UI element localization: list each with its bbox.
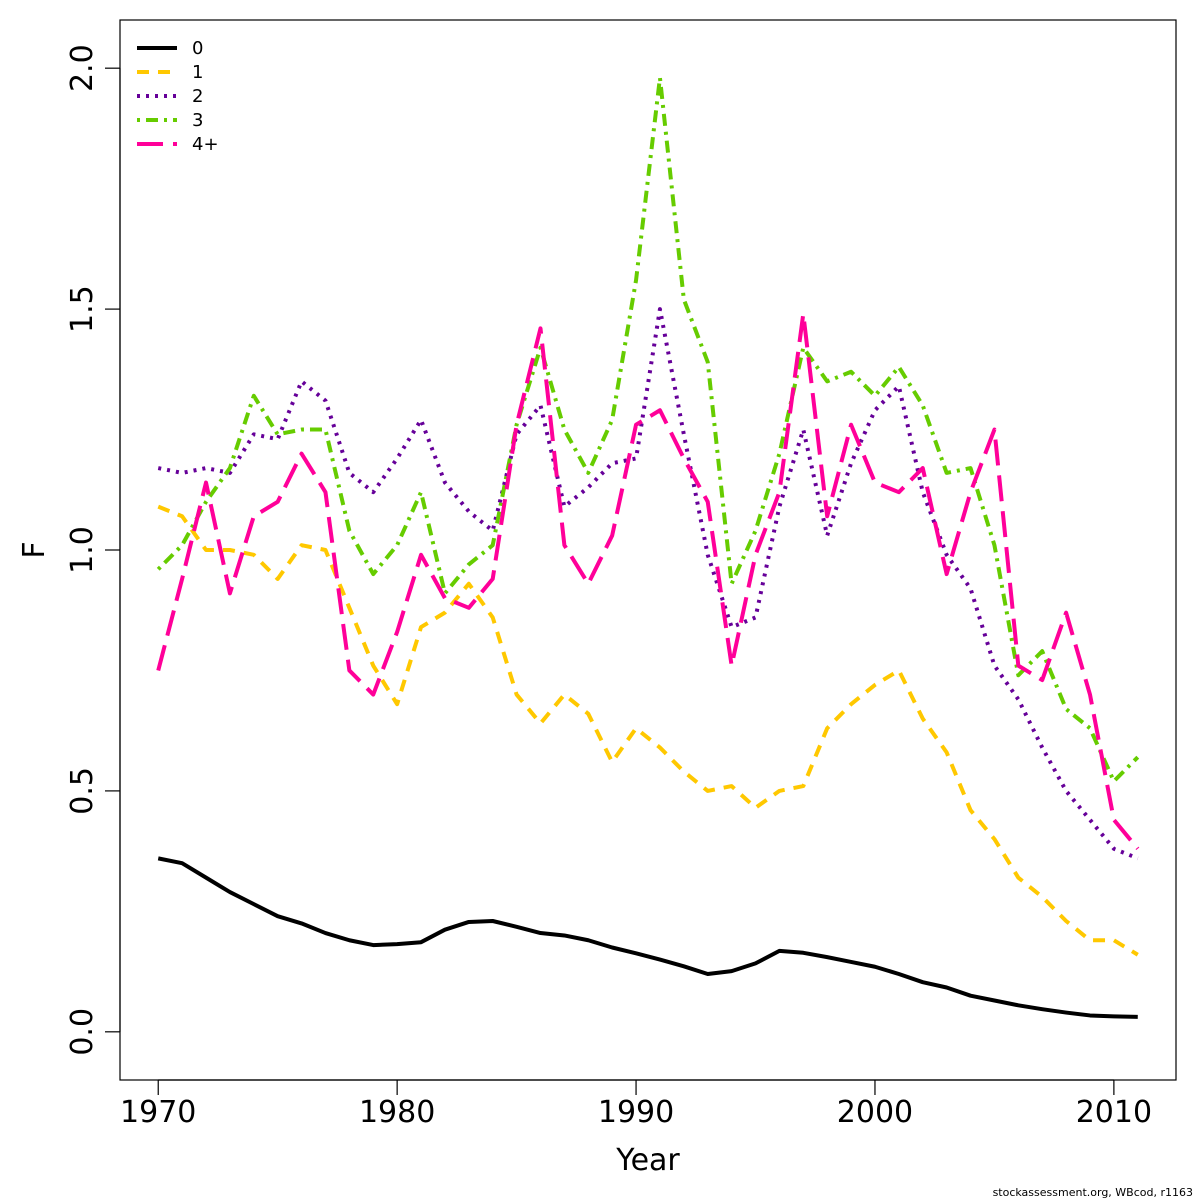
plot-frame [119,19,1177,1081]
x-tick-label: 2010 [1076,1095,1152,1130]
series-line-2 [157,307,1139,861]
y-tick-label: 0.5 [65,767,100,815]
y-axis: 0.0 0.5 1.0 1.5 2.0 [65,44,121,1056]
credit-text: stockassessment.org, WBcod, r1163 [993,1186,1193,1199]
y-tick-label: 2.0 [65,44,100,92]
legend-label: 4+ [192,134,219,155]
x-tick-label: 1990 [598,1095,674,1130]
series-line-4 [156,311,1140,851]
legend-label: 0 [192,38,203,59]
y-axis-title: F [17,541,52,558]
series-layer [156,75,1140,1019]
legend-label: 2 [192,86,203,107]
legend: 0 1 2 3 4+ [137,38,219,155]
x-axis: 1970 1980 1990 2000 2010 [120,1079,1152,1130]
legend-label: 1 [192,62,203,83]
y-tick-label: 1.0 [65,526,100,574]
x-tick-label: 1980 [359,1095,435,1130]
x-axis-title: Year [615,1143,680,1178]
y-tick-label: 0.0 [65,1008,100,1056]
y-tick-label: 1.5 [65,285,100,333]
series-line-3 [156,75,1140,784]
x-tick-label: 1970 [120,1095,196,1130]
x-tick-label: 2000 [837,1095,913,1130]
series-line-0 [157,856,1138,1019]
series-line-1 [157,504,1139,957]
legend-label: 3 [192,110,203,131]
